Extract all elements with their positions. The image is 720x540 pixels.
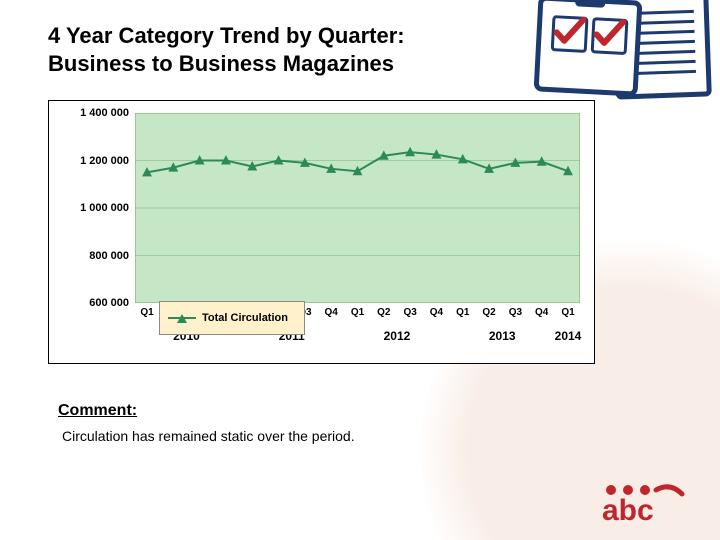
- x-tick-label: Q1: [351, 307, 364, 318]
- legend-text: Total Circulation: [202, 312, 288, 324]
- x-tick-label: Q1: [456, 307, 469, 318]
- y-tick-label: 800 000: [89, 250, 129, 262]
- y-tick-label: 600 000: [89, 297, 129, 309]
- title-line-1: 4 Year Category Trend by Quarter:: [48, 23, 405, 48]
- x-tick-label: Q4: [430, 307, 443, 318]
- comment-heading: Comment:: [58, 402, 137, 420]
- header-decoration: [520, 0, 710, 92]
- checkbox-icon: [591, 17, 629, 55]
- x-tick-label: Q1: [140, 307, 153, 318]
- comment-body: Circulation has remained static over the…: [62, 428, 355, 444]
- abc-logo: abc: [598, 480, 694, 526]
- legend-marker-icon: [177, 314, 187, 323]
- x-tick-label: Q3: [403, 307, 416, 318]
- x-tick-label: Q4: [325, 307, 338, 318]
- x-tick-label: Q1: [561, 307, 574, 318]
- x-year-label: 2014: [555, 329, 582, 343]
- title-line-2: Business to Business Magazines: [48, 51, 394, 76]
- x-tick-label: Q2: [482, 307, 495, 318]
- y-axis: 600 000800 0001 000 0001 200 0001 400 00…: [49, 113, 135, 303]
- chart-legend: Total Circulation: [159, 301, 305, 335]
- x-year-label: 2012: [384, 329, 411, 343]
- y-tick-label: 1 200 000: [80, 155, 129, 167]
- checkbox-icon: [551, 15, 589, 53]
- clipboard-icon: [534, 0, 643, 97]
- y-tick-label: 1 400 000: [80, 107, 129, 119]
- x-tick-label: Q3: [509, 307, 522, 318]
- y-tick-label: 1 000 000: [80, 202, 129, 214]
- legend-line-icon: [168, 317, 196, 319]
- x-year-label: 2013: [489, 329, 516, 343]
- logo-text: abc: [602, 494, 654, 526]
- chart-container: 600 000 800 000 1 000 000 1 200 000 1 400 00…: [48, 100, 595, 364]
- x-tick-label: Q4: [535, 307, 548, 318]
- page-title: 4 Year Category Trend by Quarter: Busine…: [48, 22, 405, 77]
- chart-svg: [135, 113, 580, 303]
- x-tick-label: Q2: [377, 307, 390, 318]
- plot-area: [135, 113, 580, 303]
